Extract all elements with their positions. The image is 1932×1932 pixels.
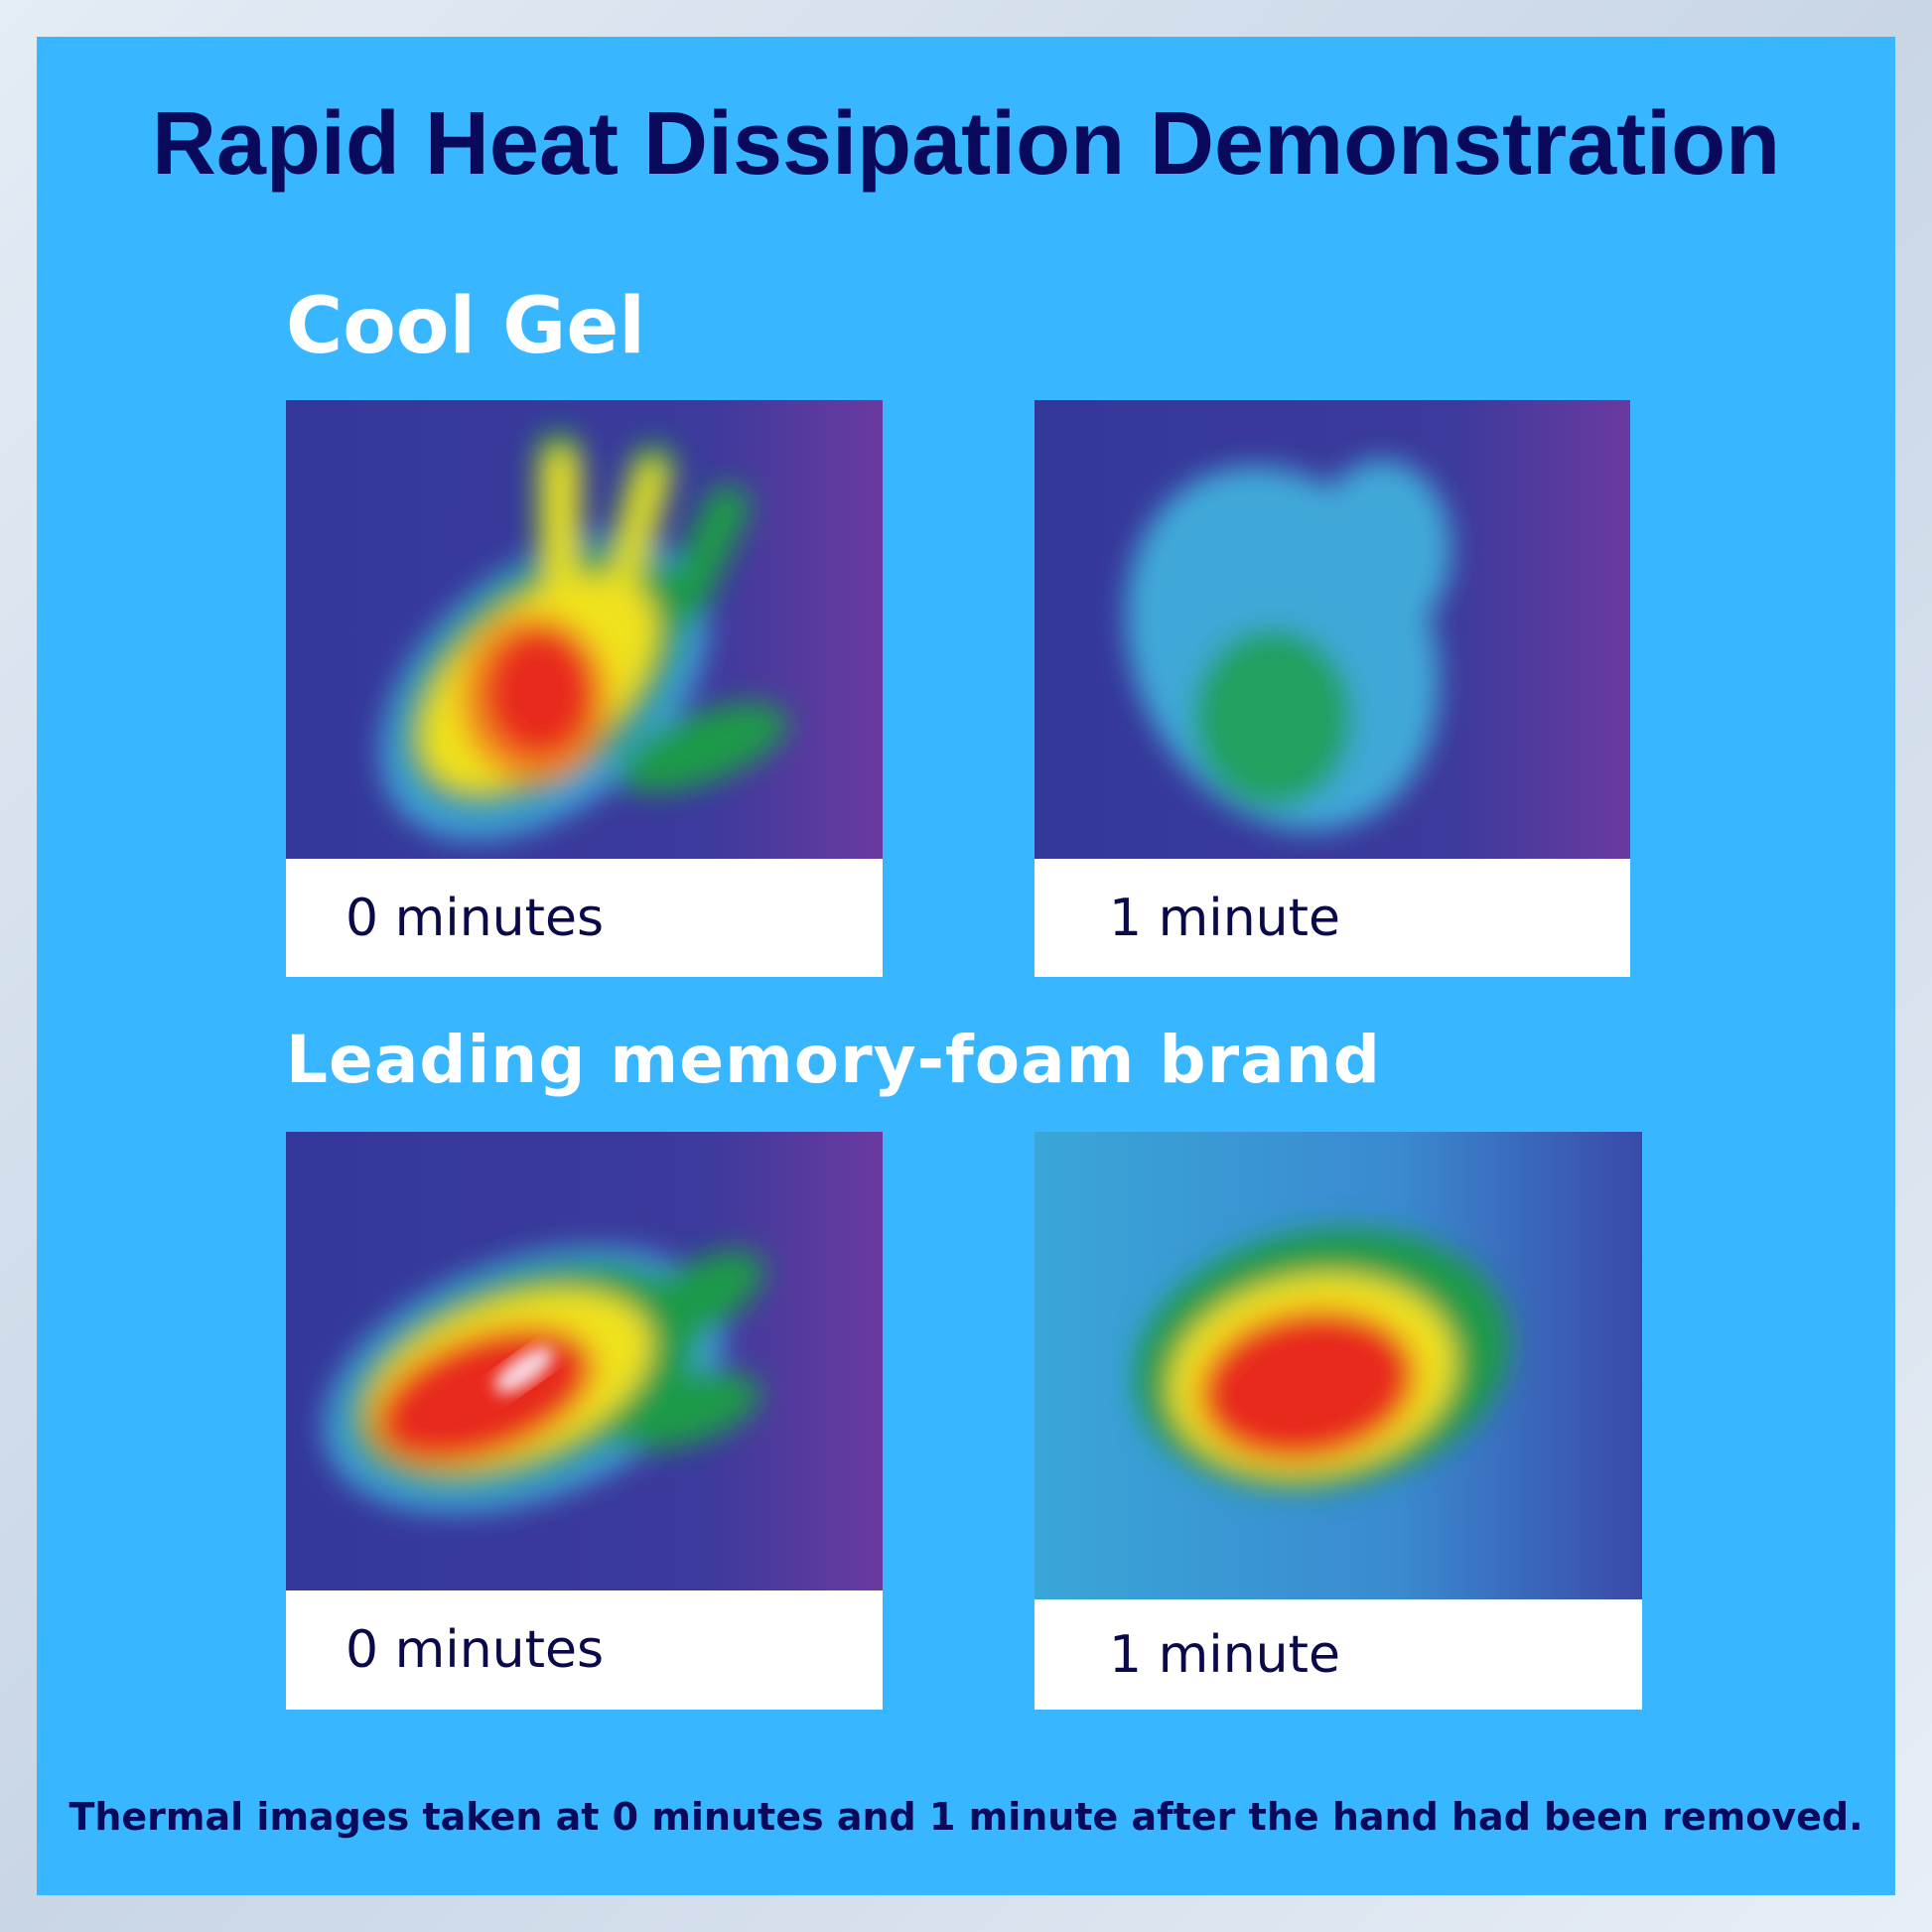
caption: 1 minute	[1035, 1599, 1642, 1710]
section-heading: Cool Gel	[286, 282, 645, 371]
thermal-image	[1035, 1132, 1642, 1599]
thermal-image	[1035, 400, 1630, 859]
footnote: Thermal images taken at 0 minutes and 1 …	[69, 1795, 1863, 1839]
section-heading: Leading memory-foam brand	[286, 1022, 1381, 1098]
caption: 1 minute	[1035, 859, 1630, 977]
thermal-image	[286, 400, 883, 859]
thermal-image	[286, 1132, 883, 1590]
title: Rapid Heat Dissipation Demonstration	[151, 94, 1781, 194]
thermal-image	[1035, 400, 1630, 859]
caption: 0 minutes	[286, 859, 883, 977]
thermal-image	[1035, 1132, 1642, 1599]
caption: 0 minutes	[286, 1590, 883, 1710]
thermal-image	[286, 400, 883, 859]
thermal-image	[286, 1132, 883, 1590]
